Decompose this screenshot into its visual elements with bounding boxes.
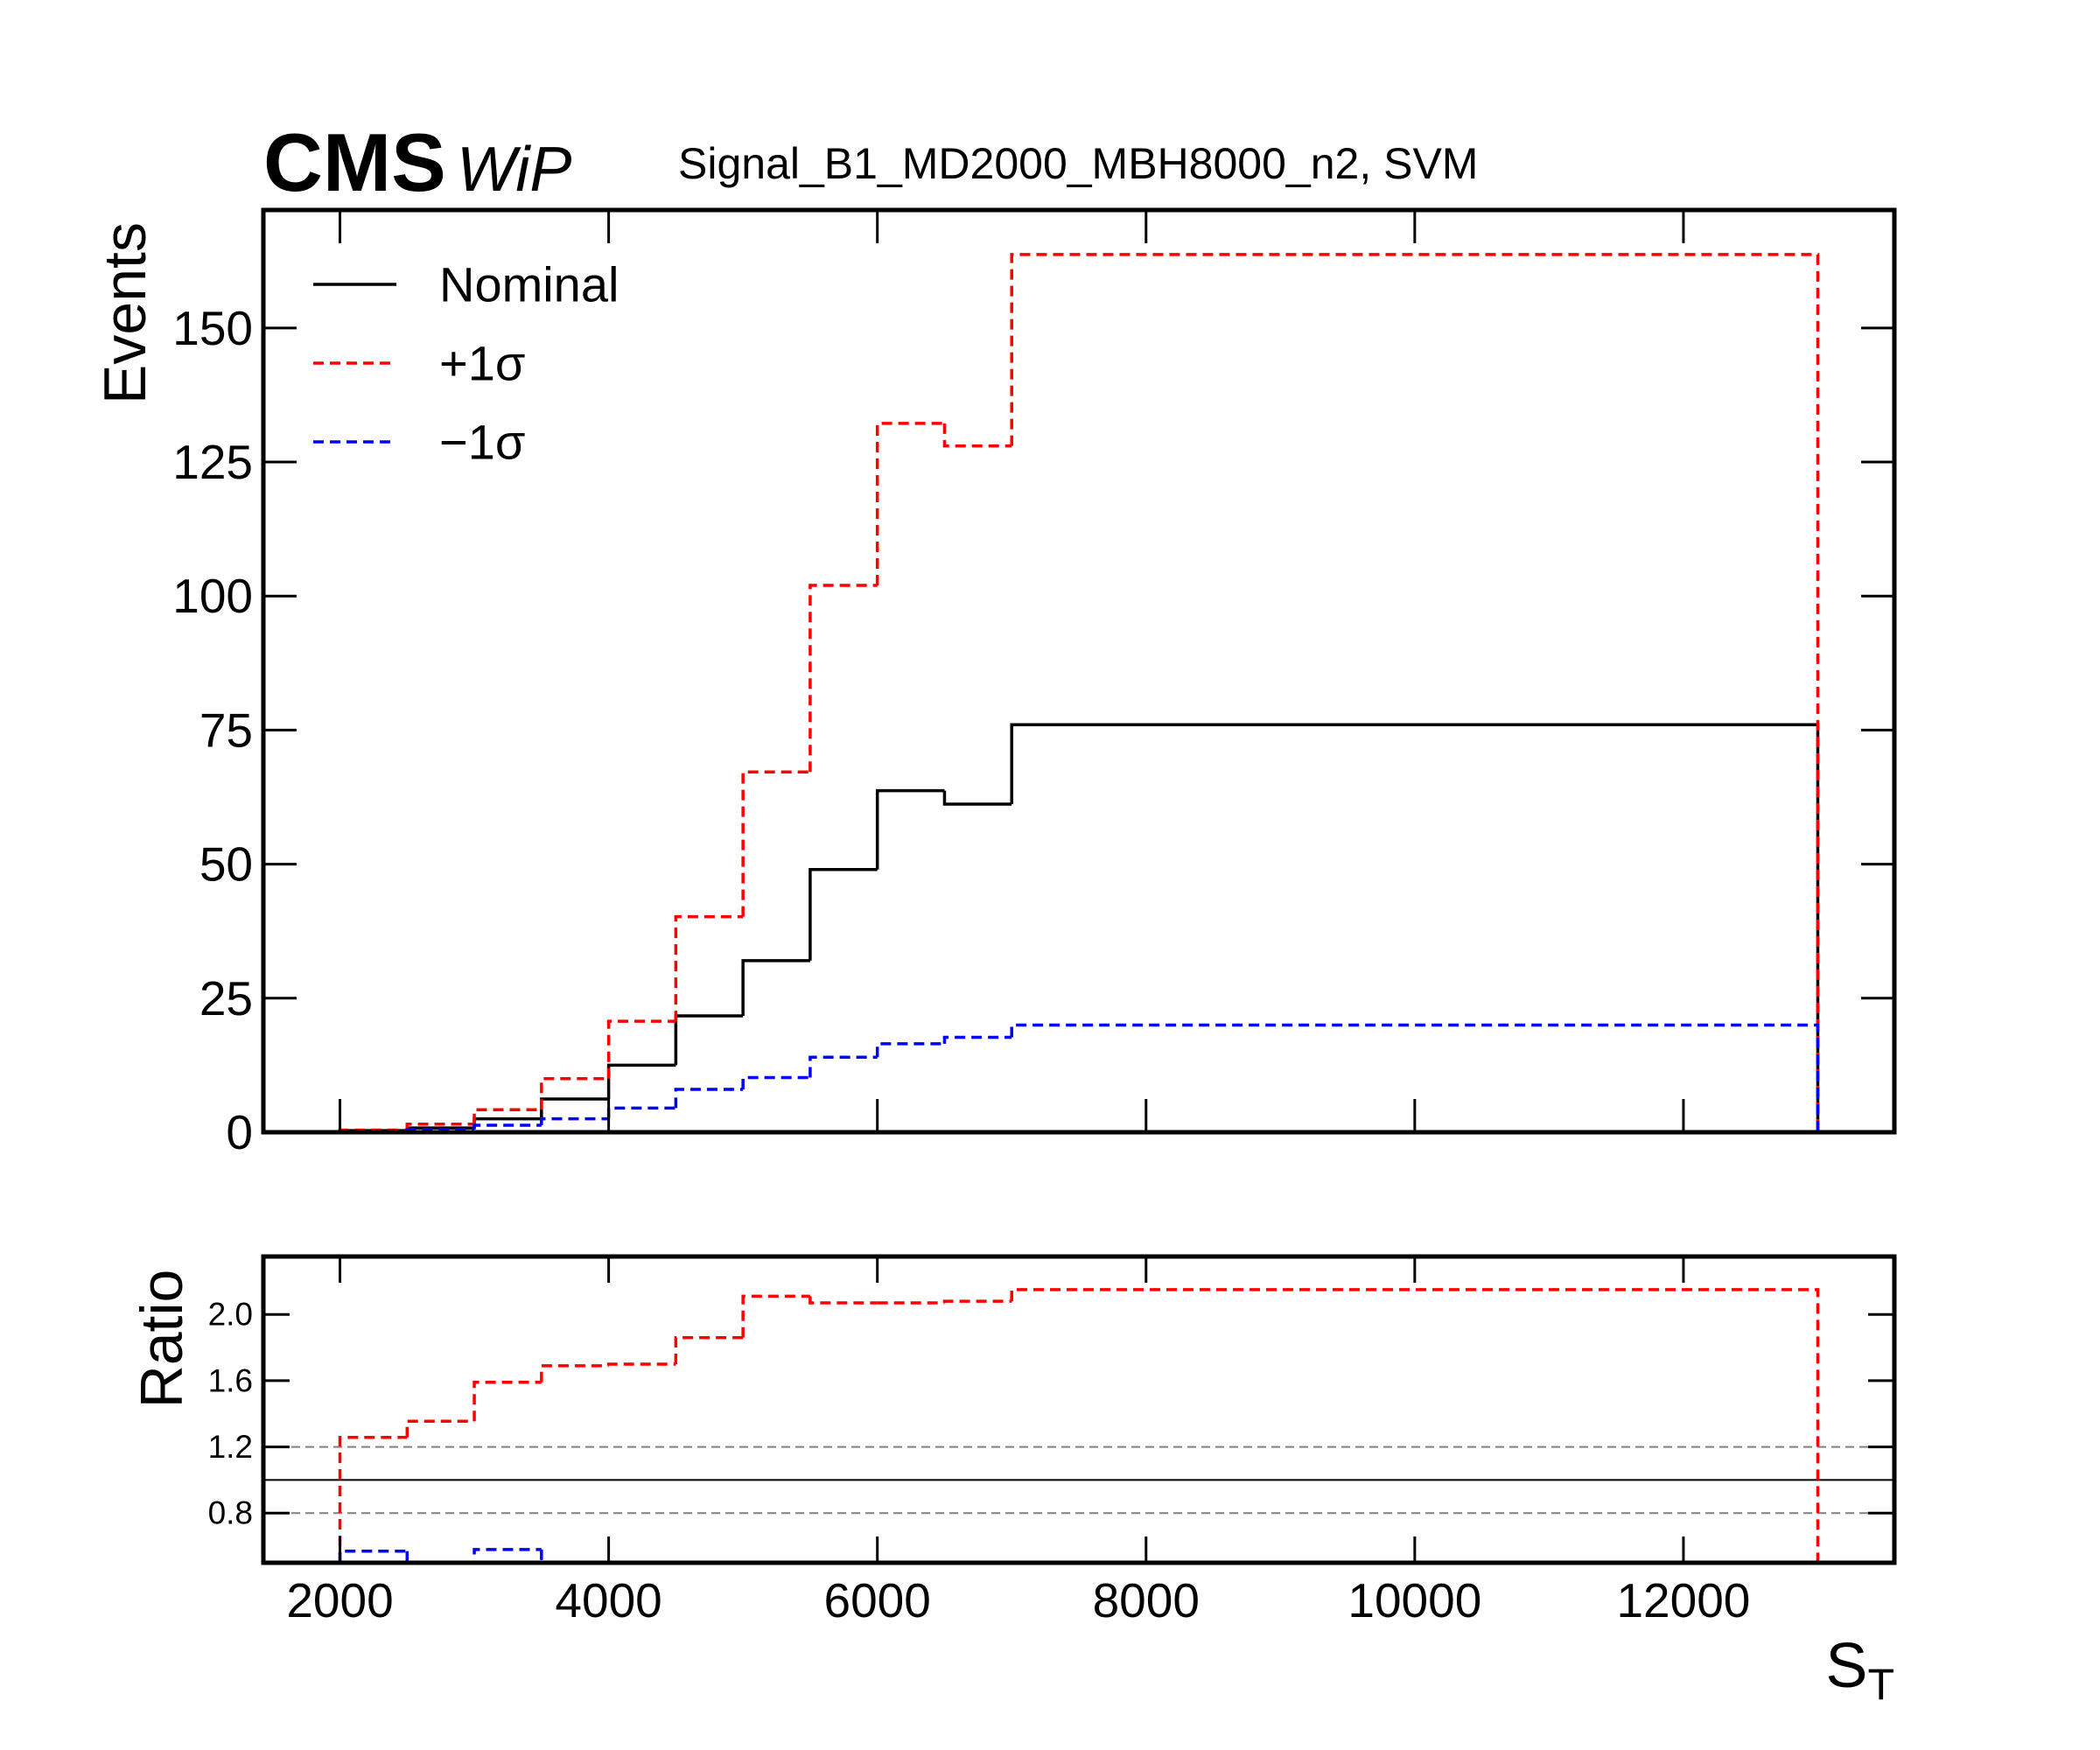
x-axis-label-main: S <box>1825 1631 1867 1701</box>
x-tick-label: 6000 <box>824 1573 931 1628</box>
histogram-step <box>540 1364 609 1382</box>
histogram-step <box>540 1549 543 1563</box>
histogram-step <box>741 770 810 917</box>
y-tick-label: 2.0 <box>208 1297 253 1333</box>
plot-area <box>338 253 1820 1132</box>
histogram-step <box>338 1436 408 1563</box>
legend-label: Nominal <box>439 257 619 312</box>
histogram-step <box>540 1116 609 1126</box>
histogram-step <box>472 1548 542 1563</box>
histogram-step <box>743 1585 810 1592</box>
histogram-step <box>674 1014 744 1066</box>
histogram-step <box>472 1124 542 1130</box>
histogram-step <box>875 788 945 870</box>
histogram-step <box>540 1097 609 1119</box>
y-tick-label: 25 <box>200 971 253 1026</box>
histogram-step <box>676 1585 743 1586</box>
x-tick-label: 8000 <box>1093 1573 1200 1628</box>
y-axis-label: Events <box>92 222 158 404</box>
histogram-step <box>472 1381 542 1422</box>
histogram-step <box>606 1019 676 1079</box>
histogram-step <box>808 1055 878 1078</box>
histogram-step <box>540 1076 609 1110</box>
y-tick-label: 1.6 <box>208 1362 253 1398</box>
x-tick-label: 10000 <box>1348 1573 1481 1628</box>
histogram-step <box>472 1108 542 1124</box>
histogram-step <box>942 1299 1012 1303</box>
histogram-step <box>1010 253 1820 1132</box>
histogram-step <box>875 1042 945 1058</box>
histogram-step <box>674 914 744 1022</box>
y-tick-label: 0.8 <box>208 1495 253 1531</box>
histogram-step <box>405 1550 410 1563</box>
histogram-step <box>808 584 878 773</box>
histogram-step <box>1010 1288 1820 1563</box>
histogram-step <box>674 1088 744 1109</box>
cms-status: WiP <box>457 135 571 205</box>
histogram-step <box>741 959 810 1017</box>
legend-label: −1σ <box>439 415 525 470</box>
y-tick-label: 0 <box>226 1105 253 1159</box>
histogram-step <box>405 1419 475 1438</box>
plot-frame <box>261 1254 1897 1565</box>
y-tick-label: 50 <box>200 837 253 892</box>
histogram-step <box>606 1063 676 1100</box>
y-tick-label: 100 <box>172 569 253 623</box>
legend-label: +1σ <box>439 336 525 391</box>
y-tick-label: 75 <box>200 703 253 757</box>
histogram-step <box>1010 723 1820 1132</box>
x-tick-label: 4000 <box>555 1573 662 1628</box>
y-tick-label: 150 <box>172 301 253 355</box>
x-tick-label: 2000 <box>286 1573 393 1628</box>
x-axis-label-sub: T <box>1867 1660 1894 1709</box>
histogram-step <box>875 422 945 585</box>
histogram-step <box>942 790 1012 806</box>
histogram-step <box>741 1294 810 1338</box>
plot-frame <box>261 207 1897 1135</box>
histogram-step <box>606 1106 676 1119</box>
x-axis-label: ST <box>1825 1631 1894 1709</box>
histogram-step <box>942 423 1012 448</box>
histogram-step <box>606 1362 676 1366</box>
histogram-step <box>808 1296 878 1305</box>
histogram-step <box>942 1035 1012 1044</box>
histogram-step <box>808 867 878 961</box>
histogram-step <box>674 1335 744 1364</box>
plot-area <box>263 1288 1894 1603</box>
y-tick-label: 125 <box>172 435 253 489</box>
histogram-step <box>944 1598 1012 1603</box>
cms-label: CMS <box>263 116 446 208</box>
histogram-step <box>1010 1023 1820 1132</box>
y-tick-label: 1.2 <box>208 1429 253 1465</box>
x-tick-label: 12000 <box>1616 1573 1750 1628</box>
histogram-step <box>741 1075 810 1089</box>
ratio-axis-label: Ratio <box>129 1270 195 1409</box>
chart-title: Signal_B1_MD2000_MBH8000_n2, SVM <box>678 139 1478 188</box>
